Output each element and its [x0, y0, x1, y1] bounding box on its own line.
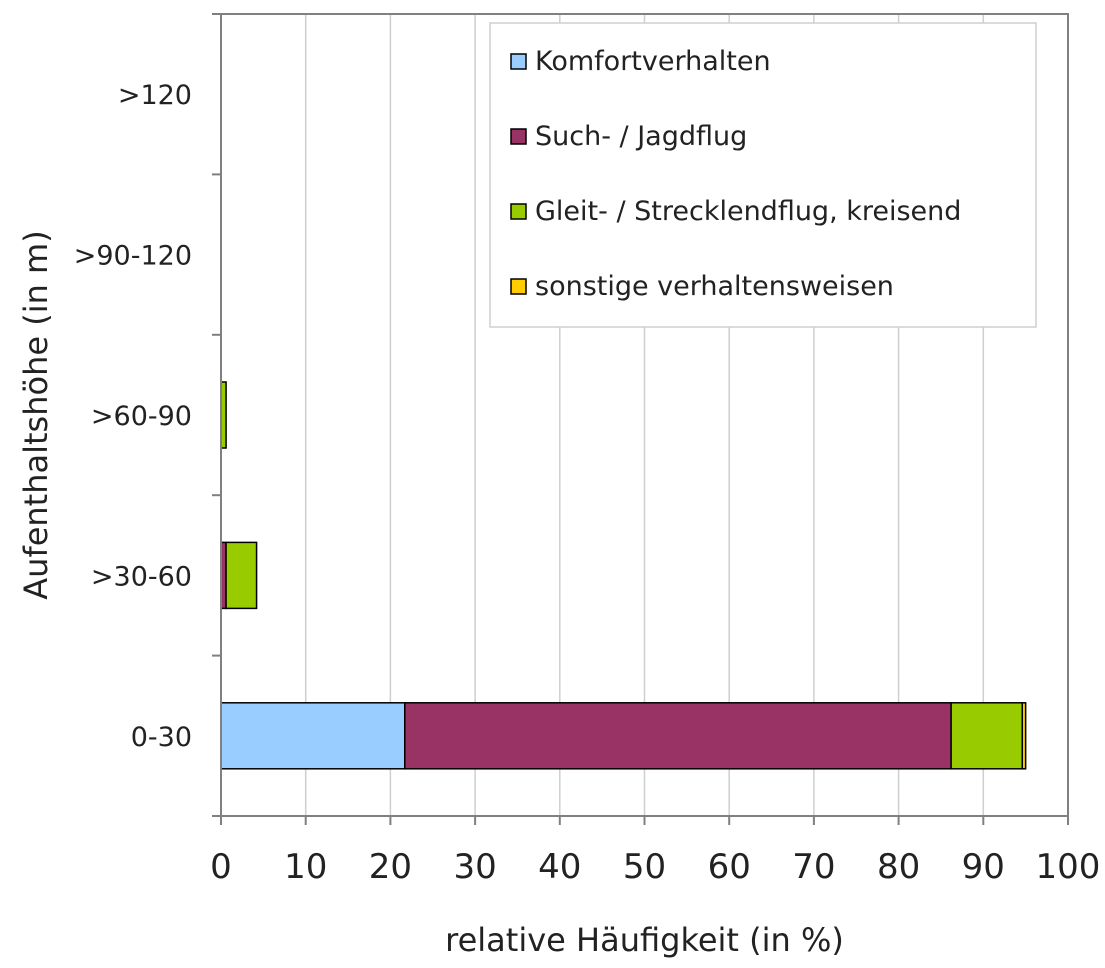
x-tick-label: 0 [210, 847, 232, 887]
legend-label: Komfortverhalten [535, 46, 771, 77]
legend-swatch [510, 128, 527, 145]
legend-swatch [510, 203, 527, 220]
y-tick-label: >60-90 [91, 401, 192, 432]
y-tick-label: >120 [118, 80, 192, 111]
x-tick-label: 100 [1036, 847, 1101, 887]
x-axis: 0 10 20 30 40 50 60 70 80 90 100 [210, 816, 1100, 887]
x-tick-label: 20 [369, 847, 412, 887]
bar-segment [220, 702, 406, 770]
x-tick-label: 90 [962, 847, 1005, 887]
x-tick-label: 50 [623, 847, 666, 887]
x-tick-label: 30 [453, 847, 496, 887]
y-tick-label: >30-60 [91, 561, 192, 592]
bars [220, 381, 1027, 770]
x-tick-label: 10 [284, 847, 327, 887]
legend-label: Gleit- / Strecklendflug, kreisend [535, 196, 961, 227]
y-axis-title: Aufenthaltshöhe (in m) [17, 230, 55, 599]
legend-label: sonstige verhaltensweisen [535, 271, 894, 302]
legend: Komfortverhalten Such- / Jagdflug Gleit- /… [489, 22, 1037, 328]
x-tick-label: 60 [708, 847, 751, 887]
y-tick-label: 0-30 [131, 722, 192, 753]
y-axis: 0-30 >30-60 >60-90 >90-120 >120 [74, 13, 221, 817]
bar-segment [404, 702, 952, 770]
bar-segment [1021, 702, 1027, 770]
x-tick-label: 40 [538, 847, 581, 887]
x-axis-title: relative Häufigkeit (in %) [445, 921, 844, 959]
bar-segment [950, 702, 1024, 770]
legend-label: Such- / Jagdflug [535, 121, 747, 152]
x-tick-label: 70 [792, 847, 835, 887]
legend-swatch [510, 278, 527, 295]
legend-swatch [510, 53, 527, 70]
y-tick-label: >90-120 [74, 241, 192, 272]
x-tick-label: 80 [877, 847, 920, 887]
bar-segment [225, 541, 258, 610]
legend-box [489, 22, 1037, 328]
